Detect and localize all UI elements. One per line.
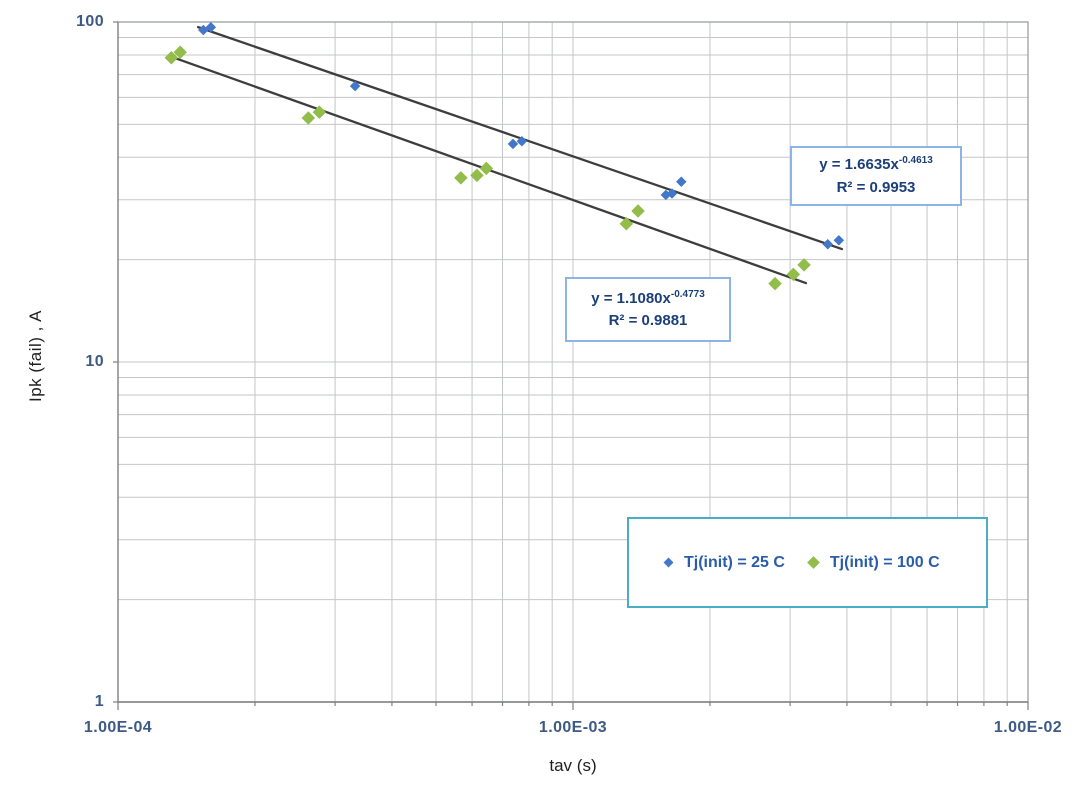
data-point-100c — [454, 171, 468, 185]
data-point-25c — [205, 21, 217, 33]
data-point-100c — [619, 216, 634, 231]
equation-text: y = 1.6635x-0.4613 — [819, 155, 933, 173]
data-point-100c — [470, 168, 484, 183]
data-point-100c — [768, 276, 782, 291]
legend-label: Tj(init) = 25 C — [684, 553, 785, 571]
trendline-equation-box-25c: y = 1.6635x-0.4613 R² = 0.9953 — [790, 146, 962, 206]
data-point-100c — [786, 267, 801, 282]
data-point-25c — [675, 176, 687, 188]
data-point-25c — [666, 188, 678, 199]
diamond-marker-icon — [663, 557, 674, 568]
y-tick-label: 1 — [94, 693, 104, 710]
data-point-25c — [833, 234, 845, 246]
equation-text: y = 1.1080x-0.4773 — [591, 288, 705, 307]
data-point-25c — [516, 135, 528, 147]
legend-entry-25c: Tj(init) = 25 C — [663, 553, 785, 572]
legend-label: Tj(init) = 100 C — [829, 553, 940, 571]
data-point-100c — [164, 50, 179, 65]
data-point-100c — [312, 105, 327, 120]
trendline-equation-box-100c: y = 1.1080x-0.4773 R² = 0.9881 — [565, 277, 731, 342]
diamond-marker-icon — [807, 556, 820, 569]
legend: Tj(init) = 25 C Tj(init) = 100 C — [627, 517, 988, 608]
data-point-25c — [822, 238, 834, 250]
data-point-100c — [631, 204, 645, 218]
x-tick-label: 1.00E-04 — [83, 719, 153, 736]
x-axis-title: tav (s) — [549, 756, 597, 775]
y-tick-label: 10 — [85, 353, 104, 370]
r-squared-text: R² = 0.9953 — [836, 178, 916, 196]
data-point-100c — [479, 161, 494, 176]
y-tick-label: 100 — [76, 13, 104, 30]
data-point-100c — [797, 258, 811, 272]
data-point-100c — [301, 111, 316, 125]
data-point-25c — [507, 138, 519, 150]
data-point-25c — [349, 80, 361, 92]
x-tick-label: 1.00E-03 — [538, 719, 608, 736]
x-tick-label: 1.00E-02 — [993, 719, 1063, 736]
r-squared-text: R² = 0.9881 — [608, 312, 688, 329]
data-point-100c — [173, 45, 188, 60]
legend-entry-100c: Tj(init) = 100 C — [807, 553, 940, 572]
